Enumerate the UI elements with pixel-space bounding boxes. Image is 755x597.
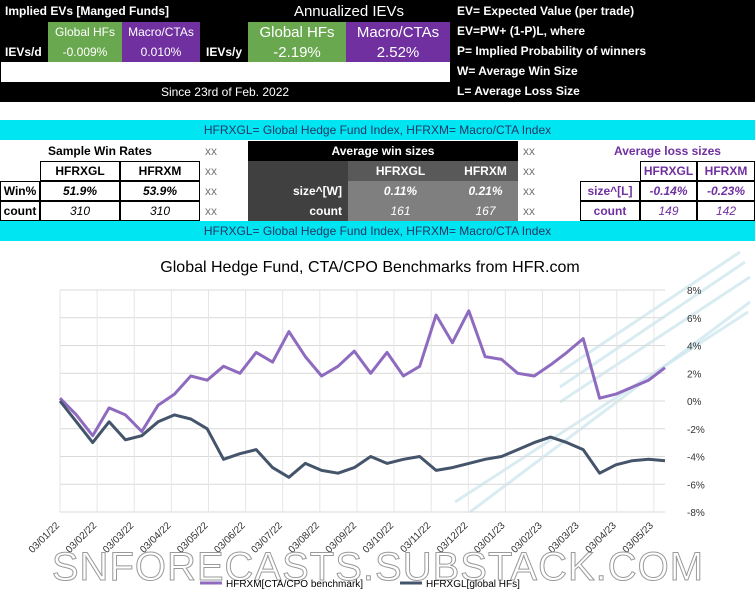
win-pct-hfrxgl: 51.9% <box>40 181 120 201</box>
xx-cell: xx <box>523 184 535 198</box>
chart-background <box>0 242 755 597</box>
size-w-label: size^[W] <box>248 181 348 201</box>
index-banner-bottom: HFRXGL= Global Hedge Fund Index, HFRXM= … <box>0 221 755 241</box>
y-tick-label: -6% <box>687 480 705 491</box>
size-l-label: size^[L] <box>580 181 640 201</box>
iev-per-day-label: IEVs/d <box>0 42 48 62</box>
xx-cell: xx <box>205 164 217 178</box>
loss-sizes-col-hfrxm: HFRXM <box>697 161 755 181</box>
global-iev-per-day: -0.009% <box>48 42 122 62</box>
decor-streak <box>559 250 741 374</box>
win-size-count-label: count <box>248 201 348 221</box>
loss-size-count-hfrxm: 142 <box>697 201 755 221</box>
global-hfs-header: Global HFs <box>48 22 122 42</box>
benchmark-chart: Global Hedge Fund, CTA/CPO Benchmarks fr… <box>0 242 755 597</box>
xx-cell: xx <box>205 144 217 158</box>
y-tick-label: 2% <box>687 369 702 380</box>
xx-cell: xx <box>205 184 217 198</box>
decor-streak <box>469 300 751 514</box>
win-pct-label: Win% <box>0 181 40 201</box>
annual-global-value: -2.19% <box>248 42 346 62</box>
decor-streak <box>454 310 749 504</box>
win-rates-blank <box>0 161 40 181</box>
win-count-hfrxm: 310 <box>120 201 200 221</box>
y-tick-label: -4% <box>687 453 705 464</box>
ev-definition: EV= Expected Value (per trade) <box>457 4 635 18</box>
loss-sizes-title: Average loss sizes <box>614 144 721 158</box>
xx-cell: xx <box>523 144 535 158</box>
win-sizes-col-hfrxm: HFRXM <box>453 161 518 181</box>
index-banner-top: HFRXGL= Global Hedge Fund Index, HFRXM= … <box>0 120 755 140</box>
y-tick-label: -2% <box>687 425 705 436</box>
win-size-count-hfrxgl: 161 <box>348 201 453 221</box>
size-w-hfrxgl: 0.11% <box>348 181 453 201</box>
win-pct-hfrxm: 53.9% <box>120 181 200 201</box>
loss-size-count-label: count <box>580 201 640 221</box>
chart-grid <box>59 289 665 513</box>
series-line <box>58 400 666 479</box>
top-left-spacer <box>200 22 248 42</box>
xx-cell: xx <box>523 164 535 178</box>
win-sizes-blank <box>248 161 348 181</box>
win-rates-col-hfrxgl: HFRXGL <box>40 161 120 181</box>
since-date: Since 23rd of Feb. 2022 <box>0 82 450 102</box>
macro-ctas-header: Macro/CTAs <box>122 22 200 42</box>
y-tick-label: 6% <box>687 314 702 325</box>
loss-size-count-hfrxgl: 149 <box>640 201 697 221</box>
win-size-count-hfrxm: 167 <box>453 201 518 221</box>
series-line <box>58 309 666 438</box>
p-definition: P= Implied Probability of winners <box>457 44 647 58</box>
size-l-hfrxm: -0.23% <box>697 181 755 201</box>
chart-legend: HFRXM[CTA/CPO benchmark] HFRXGL[global HF… <box>200 579 520 590</box>
definitions-panel <box>450 0 755 102</box>
win-count-hfrxgl: 310 <box>40 201 120 221</box>
blank-row <box>0 62 450 82</box>
top-left-blank-corner <box>0 22 48 42</box>
chart-title: Global Hedge Fund, CTA/CPO Benchmarks fr… <box>160 259 579 276</box>
macro-iev-per-day: 0.010% <box>122 42 200 62</box>
win-sizes-title: Average win sizes <box>248 141 518 161</box>
xx-cell: xx <box>523 204 535 218</box>
ev-formula: EV=PW+ (1-P)L, where <box>457 24 586 38</box>
l-definition: L= Average Loss Size <box>457 84 580 98</box>
win-rates-col-hfrxm: HFRXM <box>120 161 200 181</box>
y-axis-ticks: 8% 6% 4% 2% 0% -2% -4% -6% -8% <box>687 286 705 519</box>
win-rates-title: Sample Win Rates <box>48 144 152 158</box>
watermark: SNFORECASTS.SUBSTACK.COM <box>52 545 704 589</box>
y-tick-label: -8% <box>687 508 705 519</box>
y-tick-label: 0% <box>687 397 702 408</box>
w-definition: W= Average Win Size <box>457 64 578 78</box>
annualized-ievs-header: Annualized IEVs <box>248 0 450 22</box>
annual-macro-value: 2.52% <box>346 42 450 62</box>
chart-decoration <box>454 250 751 514</box>
win-count-label: count <box>0 201 40 221</box>
size-l-hfrxgl: -0.14% <box>640 181 697 201</box>
chart-series <box>58 309 666 479</box>
loss-sizes-col-hfrxgl: HFRXGL <box>640 161 697 181</box>
loss-sizes-blank <box>580 161 640 181</box>
legend-label: HFRXGL[global HFs] <box>426 579 520 590</box>
annual-global-header: Global HFs <box>248 22 346 42</box>
y-tick-label: 8% <box>687 286 702 297</box>
decor-streak <box>559 275 751 404</box>
legend-label: HFRXM[CTA/CPO benchmark] <box>226 579 363 590</box>
iev-per-year-label: IEVs/y <box>200 42 248 62</box>
win-sizes-col-hfrxgl: HFRXGL <box>348 161 453 181</box>
xx-cell: xx <box>205 204 217 218</box>
size-w-hfrxm: 0.21% <box>453 181 518 201</box>
annual-macro-header: Macro/CTAs <box>346 22 450 42</box>
y-tick-label: 4% <box>687 342 702 353</box>
implied-evs-header: Implied EVs [Manged Funds] <box>0 0 248 22</box>
